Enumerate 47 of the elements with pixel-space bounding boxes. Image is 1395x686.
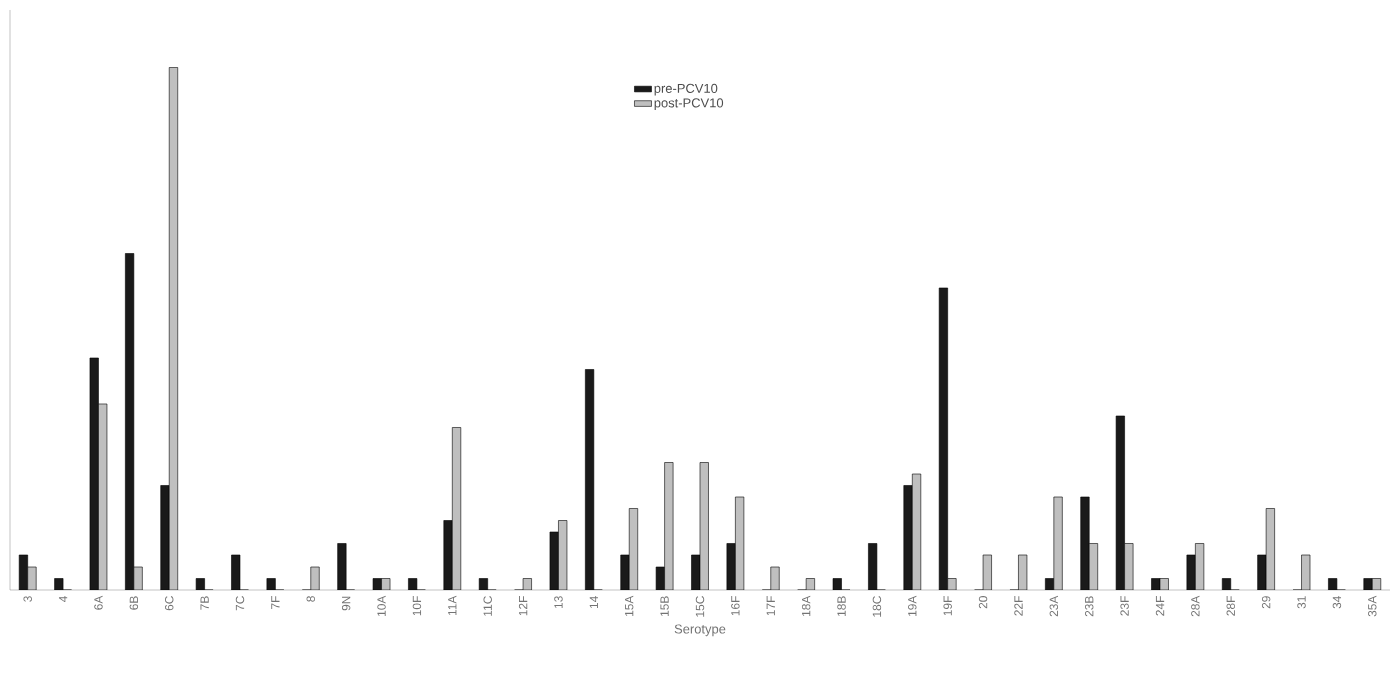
x-tick-label: 29	[1261, 596, 1271, 609]
x-tick-label: 6B	[129, 596, 139, 610]
x-tick-label: 14	[589, 596, 598, 609]
x-tick-label: 19F	[943, 596, 952, 616]
x-tick-label: 10A	[377, 595, 386, 617]
x-tick-label: 9N	[341, 596, 351, 611]
x-tick-label: 28F	[1226, 596, 1235, 616]
x-tick-label: 20	[978, 596, 988, 609]
x-tick-label: 31	[1297, 596, 1306, 609]
x-tick-label: 22F	[1014, 596, 1023, 616]
x-tick-label: 24F	[1155, 596, 1165, 616]
x-tick-label: 34	[1332, 596, 1342, 609]
x-tick-label: 11A	[448, 595, 457, 616]
legend-label: pre-PCV10	[654, 83, 718, 96]
x-tick-label: 18C	[872, 596, 882, 617]
x-tick-label: 4	[58, 596, 68, 603]
x-tick-label: 11C	[483, 596, 492, 616]
x-tick-label: 28A	[1191, 595, 1200, 617]
x-tick-label: 18A	[801, 595, 811, 617]
x-tick-label: 23F	[1120, 596, 1129, 616]
x-tick-label: 16F	[731, 596, 740, 616]
x-tick-label: 7C	[235, 596, 245, 611]
x-axis-title: Serotype	[674, 624, 726, 637]
x-tick-label: 13	[554, 596, 563, 609]
x-tick-label: 10F	[412, 596, 422, 616]
x-tick-label: 17F	[766, 596, 775, 616]
x-tick-label: 8	[306, 596, 315, 602]
bar	[160, 485, 170, 590]
x-tick-label: 18B	[837, 596, 846, 617]
x-tick-label: 15B	[660, 596, 669, 617]
x-tick-label: 15A	[625, 595, 634, 617]
x-tick-label: 7B	[200, 596, 209, 610]
bar	[1080, 496, 1090, 590]
x-tick-label: 12F	[518, 596, 528, 616]
x-tick-label: 3	[23, 596, 32, 602]
legend-label: post-PCV10	[654, 98, 724, 111]
bar	[443, 520, 453, 590]
x-tick-label: 6A	[94, 595, 103, 610]
x-tick-label: 23B	[1084, 596, 1094, 617]
bar	[903, 485, 913, 590]
x-tick-label: 6C	[165, 596, 174, 611]
bar	[1053, 496, 1063, 590]
x-tick-label: 19A	[908, 595, 917, 617]
x-tick-label: 23A	[1049, 595, 1059, 617]
x-tick-label: 35A	[1368, 595, 1377, 617]
x-tick-label: 7F	[271, 596, 280, 609]
x-tick-label: 15C	[695, 596, 705, 617]
